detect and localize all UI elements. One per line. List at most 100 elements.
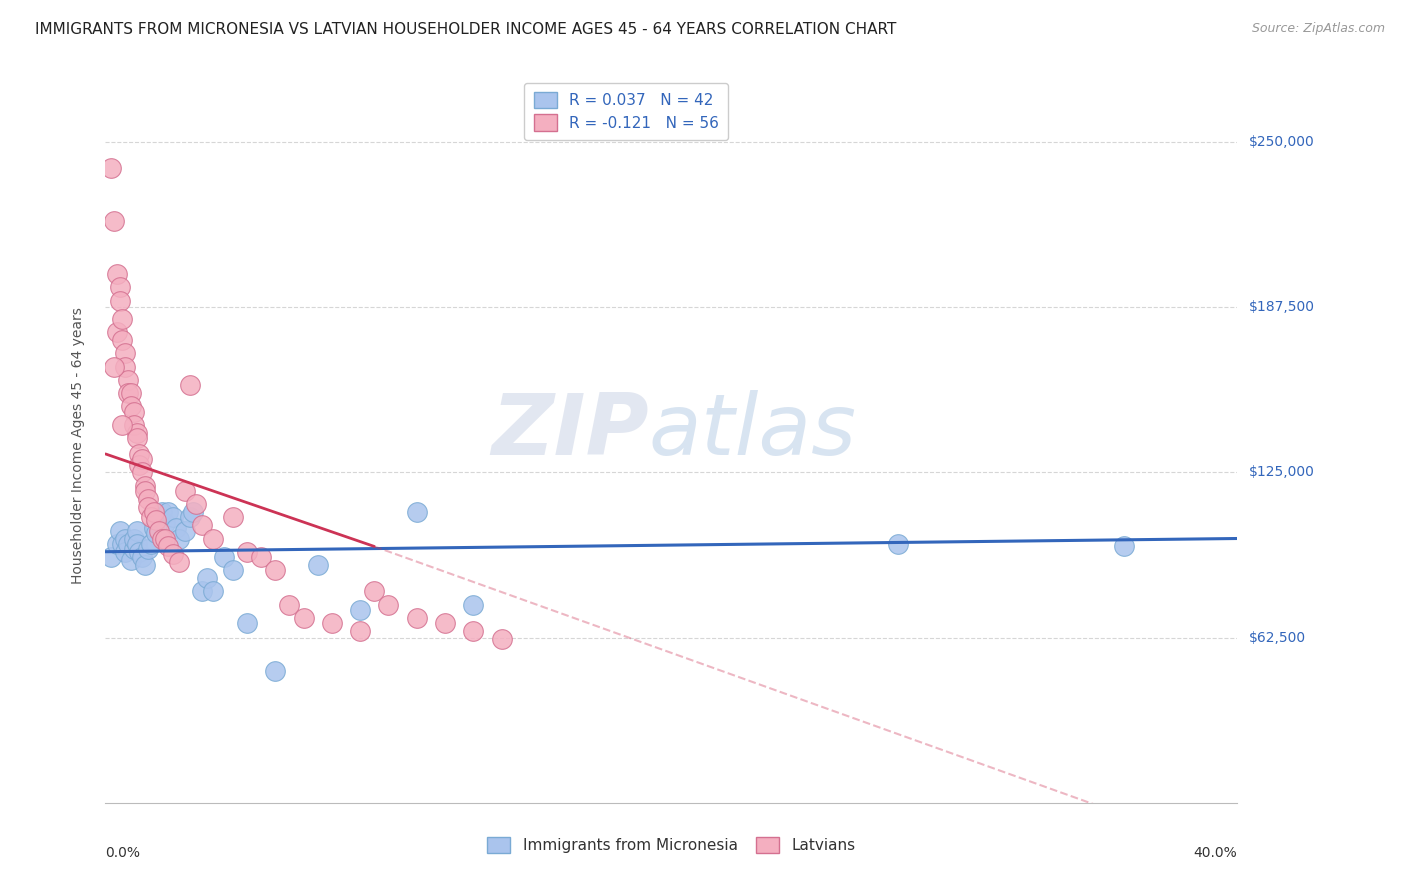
- Point: [190, 518, 212, 533]
- Point: [111, 537, 134, 551]
- Point: [100, 161, 122, 176]
- Point: [108, 524, 131, 538]
- Point: [148, 510, 170, 524]
- Point: [321, 616, 343, 631]
- Point: [150, 532, 173, 546]
- Point: [108, 293, 131, 308]
- Point: [145, 513, 167, 527]
- Point: [167, 532, 190, 546]
- Point: [122, 532, 145, 546]
- Point: [120, 386, 142, 401]
- Point: [156, 540, 179, 554]
- Point: [142, 521, 165, 535]
- Point: [405, 611, 427, 625]
- Point: [236, 616, 259, 631]
- Point: [292, 611, 315, 625]
- Text: $250,000: $250,000: [1249, 135, 1315, 149]
- Point: [201, 584, 224, 599]
- Point: [111, 312, 134, 326]
- Point: [117, 373, 139, 387]
- Point: [120, 552, 142, 566]
- Point: [139, 537, 162, 551]
- Y-axis label: Householder Income Ages 45 - 64 years: Householder Income Ages 45 - 64 years: [70, 308, 84, 584]
- Point: [491, 632, 513, 646]
- Text: atlas: atlas: [648, 390, 856, 474]
- Point: [125, 524, 148, 538]
- Text: $62,500: $62,500: [1249, 631, 1306, 645]
- Text: 0.0%: 0.0%: [105, 846, 141, 860]
- Point: [167, 555, 190, 569]
- Point: [122, 417, 145, 432]
- Point: [122, 404, 145, 418]
- Point: [162, 510, 184, 524]
- Point: [153, 532, 176, 546]
- Text: ZIP: ZIP: [491, 390, 648, 474]
- Point: [114, 346, 136, 360]
- Point: [131, 466, 153, 480]
- Point: [117, 537, 139, 551]
- Point: [363, 584, 385, 599]
- Point: [134, 558, 156, 572]
- Point: [463, 598, 485, 612]
- Point: [153, 516, 176, 530]
- Point: [125, 425, 148, 440]
- Point: [181, 505, 204, 519]
- Text: $187,500: $187,500: [1249, 301, 1315, 314]
- Point: [887, 537, 910, 551]
- Point: [145, 526, 167, 541]
- Point: [114, 545, 136, 559]
- Point: [214, 549, 236, 564]
- Point: [148, 524, 170, 538]
- Point: [134, 478, 156, 492]
- Point: [190, 584, 212, 599]
- Point: [128, 458, 150, 472]
- Point: [278, 598, 301, 612]
- Text: Source: ZipAtlas.com: Source: ZipAtlas.com: [1251, 22, 1385, 36]
- Point: [131, 549, 153, 564]
- Point: [173, 483, 195, 498]
- Point: [114, 359, 136, 374]
- Point: [128, 447, 150, 461]
- Point: [103, 359, 125, 374]
- Point: [179, 510, 201, 524]
- Point: [139, 510, 162, 524]
- Point: [165, 521, 187, 535]
- Point: [136, 500, 159, 514]
- Point: [105, 537, 128, 551]
- Point: [103, 214, 125, 228]
- Point: [136, 491, 159, 506]
- Point: [114, 532, 136, 546]
- Point: [108, 280, 131, 294]
- Point: [1114, 540, 1136, 554]
- Legend: Immigrants from Micronesia, Latvians: Immigrants from Micronesia, Latvians: [481, 830, 862, 859]
- Point: [120, 400, 142, 414]
- Point: [349, 603, 371, 617]
- Point: [307, 558, 329, 572]
- Point: [142, 505, 165, 519]
- Point: [131, 452, 153, 467]
- Point: [264, 563, 287, 577]
- Point: [122, 542, 145, 557]
- Point: [264, 664, 287, 678]
- Point: [377, 598, 399, 612]
- Point: [100, 549, 122, 564]
- Point: [173, 524, 195, 538]
- Point: [250, 549, 273, 564]
- Point: [184, 497, 207, 511]
- Point: [111, 417, 134, 432]
- Point: [162, 547, 184, 561]
- Point: [125, 431, 148, 445]
- Point: [433, 616, 456, 631]
- Point: [125, 537, 148, 551]
- Point: [195, 571, 218, 585]
- Point: [128, 545, 150, 559]
- Text: 40.0%: 40.0%: [1194, 846, 1237, 860]
- Point: [134, 483, 156, 498]
- Point: [222, 510, 245, 524]
- Text: IMMIGRANTS FROM MICRONESIA VS LATVIAN HOUSEHOLDER INCOME AGES 45 - 64 YEARS CORR: IMMIGRANTS FROM MICRONESIA VS LATVIAN HO…: [35, 22, 897, 37]
- Point: [349, 624, 371, 638]
- Point: [105, 267, 128, 281]
- Point: [111, 333, 134, 347]
- Point: [150, 505, 173, 519]
- Point: [463, 624, 485, 638]
